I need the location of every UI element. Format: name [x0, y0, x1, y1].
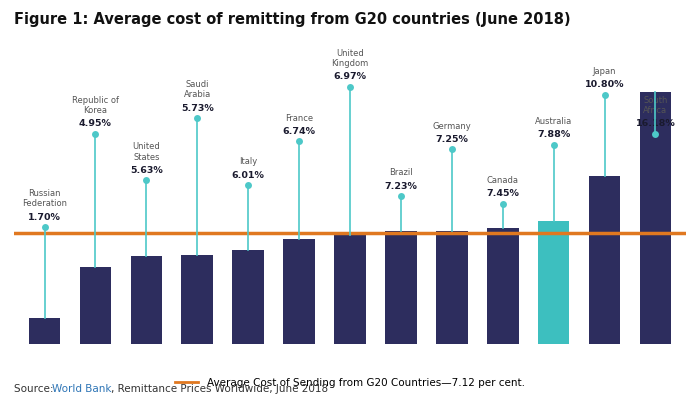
Text: 16.18%: 16.18% [636, 119, 676, 128]
Text: United
States: United States [132, 142, 160, 162]
Bar [436, 231, 468, 344]
Text: Source:: Source: [14, 384, 57, 394]
Text: 10.80%: 10.80% [584, 80, 624, 89]
Bar [334, 236, 366, 344]
Legend: Average Cost of Sending from G20 Countries—7.12 per cent.: Average Cost of Sending from G20 Countri… [172, 374, 528, 392]
Text: Saudi
Arabia: Saudi Arabia [183, 80, 211, 100]
Text: South
Africa: South Africa [643, 96, 668, 115]
Bar [131, 256, 162, 344]
Bar [181, 255, 213, 344]
Text: Japan: Japan [593, 67, 616, 76]
Text: France: France [285, 114, 313, 123]
Bar [538, 221, 569, 344]
Bar [589, 176, 620, 344]
Bar [385, 231, 416, 344]
Bar [29, 318, 60, 344]
Text: Germany: Germany [433, 122, 471, 130]
Text: 4.95%: 4.95% [79, 119, 112, 128]
Bar [80, 267, 111, 344]
Text: Brazil: Brazil [389, 168, 413, 177]
Text: Canada: Canada [486, 176, 519, 185]
Text: World Bank: World Bank [52, 384, 112, 394]
Text: Russian
Federation: Russian Federation [22, 189, 67, 208]
Text: Figure 1: Average cost of remitting from G20 countries (June 2018): Figure 1: Average cost of remitting from… [14, 12, 570, 27]
Text: 5.63%: 5.63% [130, 166, 162, 175]
Bar [640, 92, 671, 344]
Text: Republic of
Korea: Republic of Korea [72, 96, 119, 115]
Text: 6.01%: 6.01% [232, 171, 265, 180]
Bar [232, 250, 264, 344]
Text: 7.23%: 7.23% [384, 182, 417, 190]
Text: 6.97%: 6.97% [333, 72, 367, 82]
Text: 7.45%: 7.45% [486, 189, 519, 198]
Text: 6.74%: 6.74% [283, 127, 316, 136]
Bar [487, 228, 519, 344]
Text: 7.88%: 7.88% [537, 130, 570, 139]
Text: United
Kingdom: United Kingdom [331, 49, 369, 68]
Text: Australia: Australia [535, 117, 573, 126]
Text: 7.25%: 7.25% [435, 135, 468, 144]
Text: 1.70%: 1.70% [28, 213, 61, 222]
Bar [284, 239, 315, 344]
Text: , Remittance Prices Worldwide, June 2018: , Remittance Prices Worldwide, June 2018 [111, 384, 328, 394]
Text: Italy: Italy [239, 158, 258, 166]
Text: 5.73%: 5.73% [181, 104, 214, 113]
